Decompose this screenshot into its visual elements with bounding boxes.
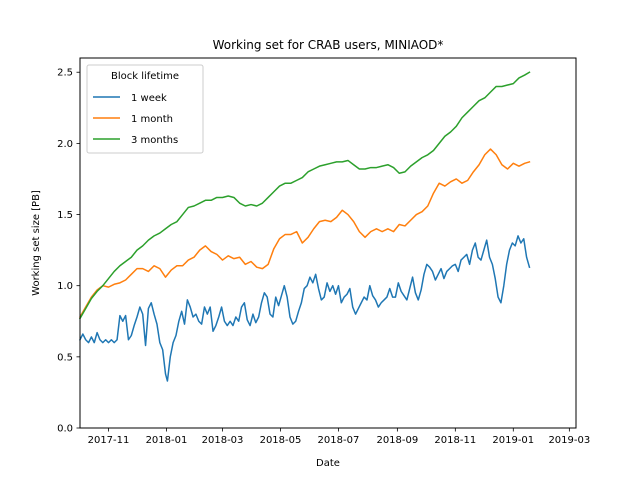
y-tick-label-2: 0.5 bbox=[57, 352, 73, 363]
legend-label-1: 1 week bbox=[131, 93, 167, 104]
y-axis-ticks: 0.0 0.5 1.0 1.5 2.0 2.5 bbox=[57, 68, 80, 435]
x-tick-label-6: 2018-09 bbox=[376, 435, 418, 446]
x-tick-label-2: 2018-01 bbox=[146, 435, 188, 446]
series-layer bbox=[78, 71, 531, 382]
x-tick-label-1: 2017-11 bbox=[88, 435, 130, 446]
y-tick-label-1: 0.0 bbox=[57, 424, 73, 435]
series-line-3 bbox=[78, 71, 531, 320]
y-tick-label-3: 1.0 bbox=[57, 281, 73, 292]
y-tick-label-6: 2.5 bbox=[57, 68, 73, 79]
legend: Block lifetime 1 week 1 month 3 months bbox=[86, 64, 204, 154]
x-tick-label-7: 2018-11 bbox=[434, 435, 476, 446]
x-tick-label-4: 2018-05 bbox=[260, 435, 302, 446]
x-tick-label-3: 2018-03 bbox=[202, 435, 244, 446]
x-tick-label-5: 2018-07 bbox=[318, 435, 360, 446]
chart-title: Working set for CRAB users, MINIAOD* bbox=[213, 38, 444, 52]
series-line-1 bbox=[78, 235, 531, 382]
x-axis-ticks: 2017-11 2018-01 2018-03 2018-05 2018-07 2018-… bbox=[88, 428, 590, 446]
legend-label-2: 1 month bbox=[131, 114, 173, 125]
x-tick-label-8: 2019-01 bbox=[492, 435, 534, 446]
y-tick-label-5: 2.0 bbox=[57, 139, 73, 150]
legend-entries: 1 week 1 month 3 months bbox=[93, 93, 178, 146]
series-line-2 bbox=[78, 148, 531, 319]
legend-title: Block lifetime bbox=[111, 71, 179, 82]
y-tick-label-4: 1.5 bbox=[57, 210, 73, 221]
legend-label-3: 3 months bbox=[131, 135, 178, 146]
plot-frame bbox=[79, 57, 577, 429]
x-tick-label-9: 2019-03 bbox=[548, 435, 590, 446]
legend-box bbox=[86, 64, 204, 154]
x-axis-label: Date bbox=[316, 458, 340, 469]
y-axis-label: Working set size [PB] bbox=[31, 190, 42, 296]
